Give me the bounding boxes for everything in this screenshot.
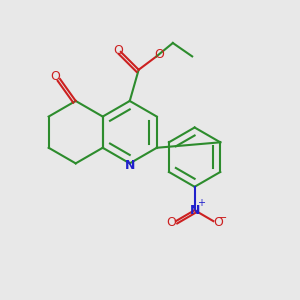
Text: O: O [154, 48, 164, 62]
Text: O: O [113, 44, 123, 57]
Text: +: + [197, 198, 205, 208]
Text: O: O [167, 216, 176, 229]
Text: N: N [189, 204, 200, 217]
Text: N: N [124, 159, 135, 172]
Text: O: O [51, 70, 61, 83]
Text: O: O [213, 216, 223, 229]
Text: −: − [218, 213, 227, 223]
